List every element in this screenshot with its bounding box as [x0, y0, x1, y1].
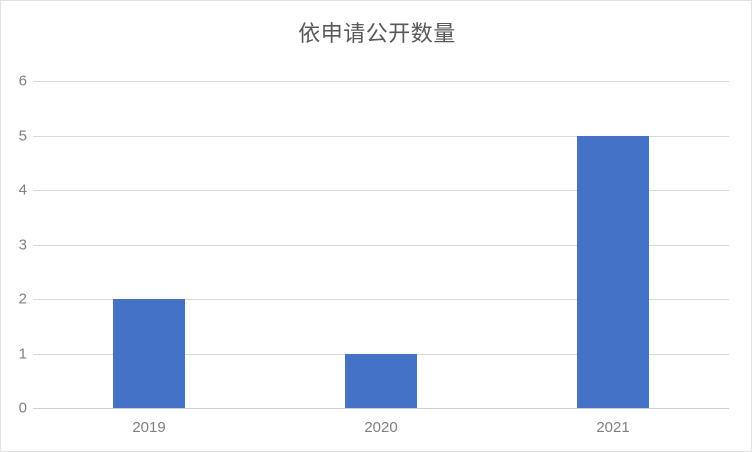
y-tick-label: 5 — [18, 127, 27, 144]
x-tick-label: 2020 — [364, 419, 398, 436]
y-tick-label: 3 — [18, 236, 27, 253]
gridline-3 — [33, 244, 729, 246]
bar-2021[interactable] — [577, 135, 649, 408]
x-axis: 2019 2020 2021 — [33, 413, 729, 441]
x-tick-label: 2019 — [132, 419, 166, 436]
y-tick-label: 6 — [18, 72, 27, 90]
y-tick-label: 2 — [18, 290, 27, 308]
gridline-6 — [33, 81, 729, 82]
y-tick-label: 1 — [18, 345, 27, 362]
gridline-0 — [33, 408, 729, 409]
plot-area — [33, 81, 729, 409]
gridline-4 — [33, 190, 729, 191]
gridline-2 — [33, 299, 729, 300]
bars-layer — [33, 81, 729, 408]
x-tick-label: 2021 — [596, 419, 630, 436]
y-tick-label: 0 — [18, 399, 27, 417]
y-axis: 0 1 2 3 4 5 6 — [1, 1, 27, 451]
chart-title: 依申请公开数量 — [298, 21, 456, 46]
bar-2020[interactable] — [345, 353, 417, 408]
gridline-5 — [33, 135, 729, 137]
bar-2019[interactable] — [113, 299, 185, 408]
y-tick-label: 4 — [18, 181, 27, 199]
